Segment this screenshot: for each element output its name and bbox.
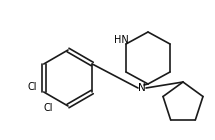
Text: Cl: Cl: [44, 103, 54, 113]
Text: N: N: [138, 83, 146, 93]
Text: Cl: Cl: [28, 82, 37, 92]
Text: HN: HN: [114, 35, 129, 45]
